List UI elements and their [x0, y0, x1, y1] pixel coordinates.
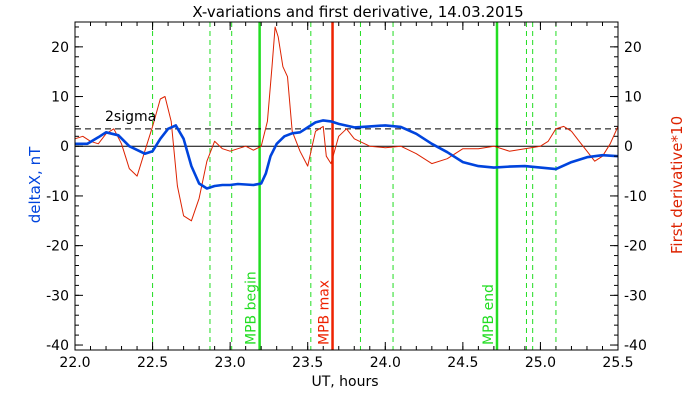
y-tick-label-right-4: -20	[624, 239, 647, 255]
marker-label-8: MPB end	[481, 284, 497, 345]
y-tick-label-right-2: 0	[624, 139, 633, 155]
y-tick-label-left-2: 0	[60, 139, 69, 155]
x-tick-label-7: 25.5	[602, 355, 633, 371]
marker-label-3: MPB begin	[244, 271, 260, 345]
y-tick-label-right-0: 20	[624, 40, 642, 56]
x-tick-label-6: 25.0	[525, 355, 556, 371]
y-tick-label-left-1: 10	[51, 90, 69, 106]
x-tick-label-2: 23.0	[215, 355, 246, 371]
y-tick-label-left-0: 20	[51, 40, 69, 56]
y-tick-label-right-6: -40	[624, 338, 647, 354]
series-line-derivative	[74, 26, 619, 222]
x-tick-label-5: 24.5	[447, 355, 478, 371]
plot-frame	[74, 21, 619, 351]
y-tick-label-left-3: -10	[46, 189, 69, 205]
y-tick-label-left-5: -30	[46, 288, 69, 304]
chart-title: X-variations and first derivative, 14.03…	[192, 3, 523, 21]
y-tick-label-left-6: -40	[46, 338, 69, 354]
plot-area: MPB begin MPB max MPB end 22.0 22.5 23.0 23.5 2…	[46, 21, 647, 371]
x-tick-label-1: 22.5	[137, 355, 168, 371]
series-line-deltaX	[75, 119, 619, 190]
y-tick-label-right-3: -10	[624, 189, 647, 205]
marker-label-5: MPB max	[317, 280, 333, 345]
x-axis-label: UT, hours	[311, 374, 378, 390]
y-axis-label-right: First derivative*10	[668, 116, 686, 254]
x-tick-label-4: 24.0	[370, 355, 401, 371]
y-axis-label-left: deltaX, nT	[26, 146, 44, 223]
x-tick-label-3: 23.5	[292, 355, 323, 371]
y-tick-label-right-1: 10	[624, 90, 642, 106]
sigma-label: 2sigma	[105, 109, 156, 125]
y-tick-label-right-5: -30	[624, 288, 647, 304]
y-tick-label-left-4: -20	[46, 239, 69, 255]
x-tick-label-0: 22.0	[59, 355, 90, 371]
